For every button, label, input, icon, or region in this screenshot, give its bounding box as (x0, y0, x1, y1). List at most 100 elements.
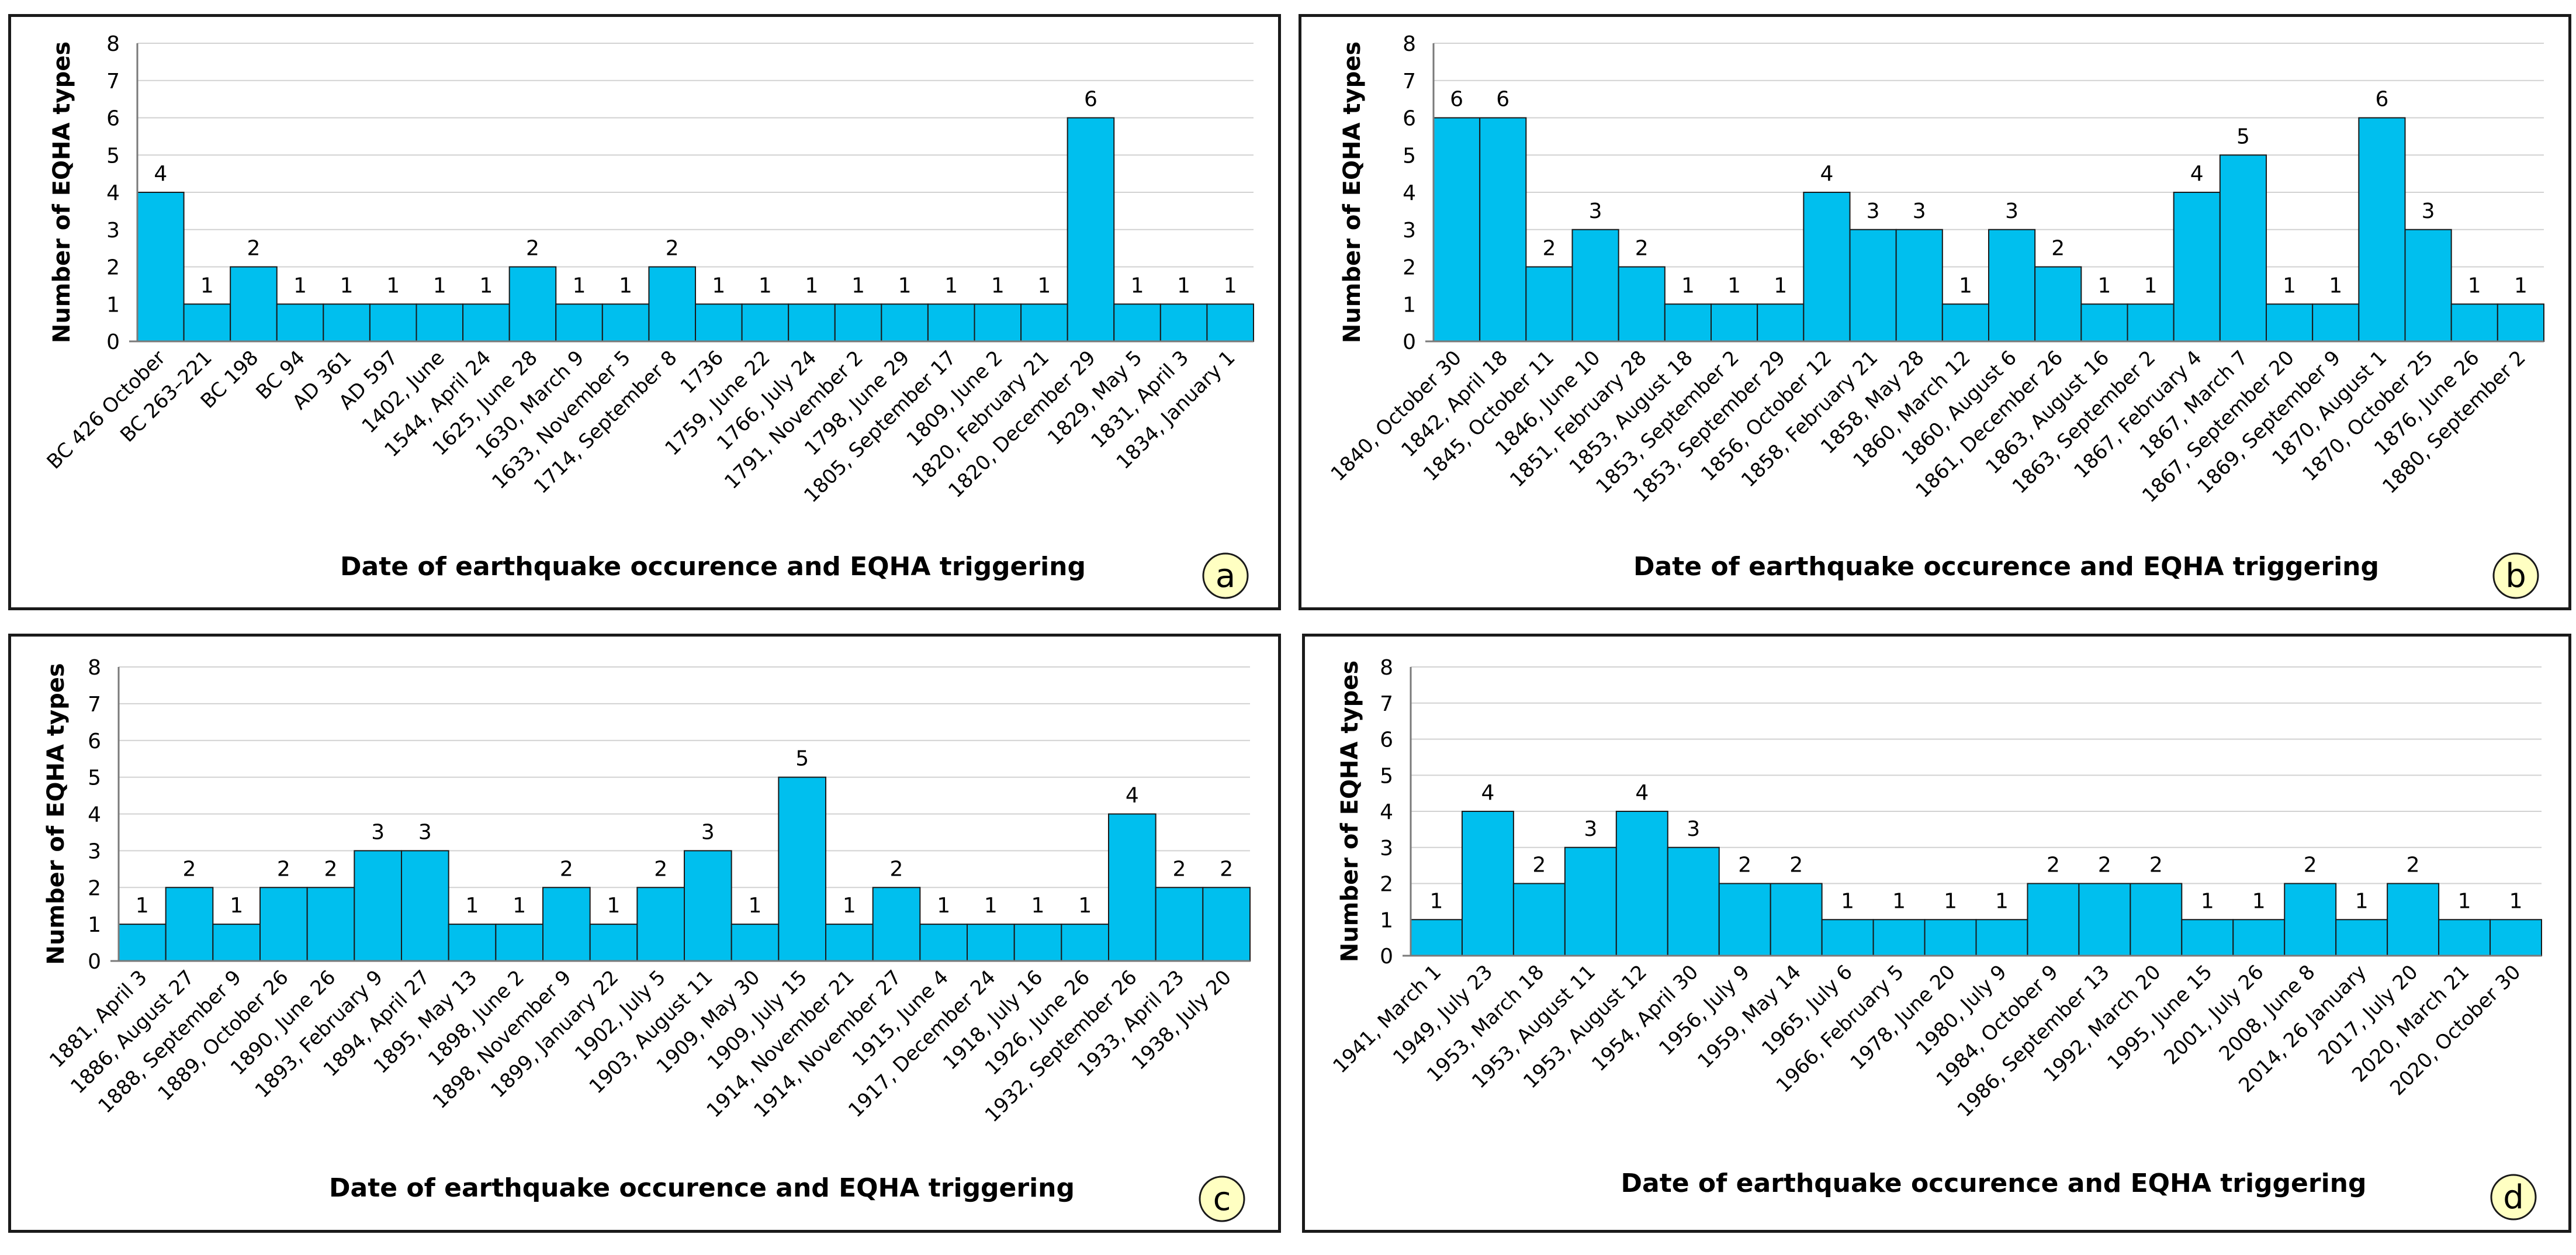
data-label: 2 (2304, 853, 2317, 877)
panel-badge (2490, 1174, 2537, 1221)
data-label: 1 (1031, 894, 1045, 918)
y-tick-label: 1 (88, 913, 101, 937)
bar (1108, 813, 1157, 962)
bar (183, 303, 231, 342)
data-label: 3 (1687, 817, 1700, 841)
bar (927, 303, 975, 342)
bar (967, 924, 1015, 962)
y-tick-label: 4 (88, 803, 101, 827)
data-label: 1 (1995, 889, 2009, 913)
data-label: 2 (1220, 857, 1233, 881)
data-label: 2 (2051, 237, 2065, 261)
data-label: 1 (2509, 889, 2523, 913)
bar (2358, 117, 2406, 342)
x-axis-title: Date of earthquake occurence and EQHA tr… (329, 1173, 1075, 1203)
data-label: 1 (2514, 274, 2527, 298)
data-label: 1 (2329, 274, 2342, 298)
data-label: 4 (1481, 781, 1494, 805)
bar (1571, 229, 1619, 342)
bar (1664, 303, 1712, 342)
y-tick-label: 2 (1403, 256, 1416, 280)
bar (2080, 303, 2128, 342)
bar (2173, 192, 2221, 342)
data-label: 2 (277, 857, 290, 881)
y-tick-label: 5 (88, 766, 101, 790)
data-label: 1 (1892, 889, 1906, 913)
bar (1525, 266, 1573, 342)
x-axis-title: Date of earthquake occurence and EQHA tr… (1621, 1168, 2367, 1198)
bar (354, 850, 402, 962)
bar (2438, 919, 2491, 956)
bar (495, 924, 543, 962)
bar (555, 303, 603, 342)
bar (118, 924, 167, 962)
bar (369, 303, 417, 342)
data-label: 2 (654, 857, 667, 881)
data-label: 1 (991, 274, 1005, 298)
bar (165, 887, 214, 962)
y-tick-label: 7 (1380, 692, 1393, 716)
bar (1461, 811, 1514, 956)
bar (872, 887, 921, 962)
bar (1757, 303, 1805, 342)
data-label: 1 (944, 274, 958, 298)
y-tick-label: 1 (106, 293, 120, 317)
data-label: 1 (466, 894, 479, 918)
y-tick-label: 7 (106, 70, 120, 94)
data-label: 2 (526, 237, 539, 261)
data-label: 3 (701, 820, 715, 844)
data-label: 1 (937, 894, 950, 918)
bar (2266, 303, 2314, 342)
data-label: 1 (2097, 274, 2111, 298)
y-tick-label: 6 (88, 730, 101, 753)
data-label: 1 (2458, 889, 2471, 913)
data-label: 2 (1542, 237, 1556, 261)
y-axis-title: Number of EQHA types (43, 663, 70, 964)
bar (1618, 266, 1666, 342)
bar (276, 303, 324, 342)
bar (462, 303, 510, 342)
data-label: 2 (1173, 857, 1186, 881)
y-tick-label: 0 (106, 330, 120, 354)
y-tick-label: 3 (88, 839, 101, 863)
y-tick-label: 2 (1380, 873, 1393, 897)
data-label: 6 (1450, 88, 1463, 112)
data-label: 1 (513, 894, 526, 918)
data-label: 2 (1738, 853, 1751, 877)
data-label: 3 (2005, 199, 2018, 223)
bar (1941, 303, 1990, 342)
chart-panel-a: 0 1 2 3 4 5 6 7 8 4 BC 426 October 1 BC 263–221 2 BC 1… (8, 14, 1281, 610)
data-label: 1 (340, 274, 354, 298)
bar (1975, 919, 2028, 956)
bar (2078, 883, 2131, 956)
data-label: 5 (2236, 125, 2250, 148)
data-label: 2 (666, 237, 679, 261)
data-label: 1 (1681, 274, 1695, 298)
bar (684, 850, 732, 962)
bar (1202, 887, 1251, 962)
bar (1206, 303, 1254, 342)
bar (1020, 303, 1068, 342)
data-label: 1 (1841, 889, 1854, 913)
data-label: 1 (851, 274, 865, 298)
bar (542, 887, 591, 962)
bar (1410, 919, 1463, 956)
bar (2404, 229, 2452, 342)
bar (601, 303, 650, 342)
data-label: 6 (2375, 88, 2388, 112)
y-tick-label: 4 (106, 181, 120, 205)
data-label: 1 (1430, 889, 1443, 913)
y-tick-label: 8 (1403, 32, 1416, 56)
data-label: 1 (712, 274, 725, 298)
data-label: 4 (1820, 162, 1833, 186)
data-label: 1 (1774, 274, 1787, 298)
bar (2450, 303, 2498, 342)
data-label: 3 (2422, 199, 2435, 223)
bar (2490, 919, 2542, 956)
bar (1667, 846, 1720, 956)
panel-label: c (1213, 1180, 1231, 1218)
y-tick-label: 5 (1403, 144, 1416, 168)
panel-label: b (2505, 557, 2526, 595)
bar (1895, 229, 1943, 342)
